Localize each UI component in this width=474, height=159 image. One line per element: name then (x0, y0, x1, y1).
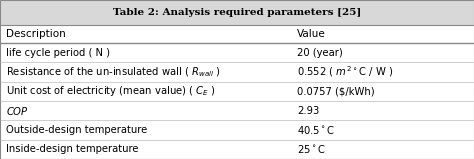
Text: Inside-design temperature: Inside-design temperature (6, 144, 138, 154)
Text: 0.0757 ($/kWh): 0.0757 ($/kWh) (297, 86, 375, 96)
Text: $COP$: $COP$ (6, 105, 28, 117)
Text: 20 (year): 20 (year) (297, 48, 343, 58)
Text: Unit cost of electricity (mean value) ( $C_{E}$ ): Unit cost of electricity (mean value) ( … (6, 84, 216, 98)
Text: 25$^\circ$C: 25$^\circ$C (297, 143, 326, 155)
Text: Resistance of the un-insulated wall ( $R_{wall}$ ): Resistance of the un-insulated wall ( $R… (6, 65, 220, 79)
Text: 0.552 ( $m^{2}$$^\circ$C / W ): 0.552 ( $m^{2}$$^\circ$C / W ) (297, 65, 393, 79)
Text: Description: Description (6, 29, 65, 39)
Text: Outside-design temperature: Outside-design temperature (6, 125, 147, 135)
Text: life cycle period ( N ): life cycle period ( N ) (6, 48, 109, 58)
Text: Table 2: Analysis required parameters [25]: Table 2: Analysis required parameters [2… (113, 8, 361, 17)
Text: 2.93: 2.93 (297, 106, 319, 116)
Text: 40.5$^\circ$C: 40.5$^\circ$C (297, 124, 335, 136)
Text: Value: Value (297, 29, 326, 39)
